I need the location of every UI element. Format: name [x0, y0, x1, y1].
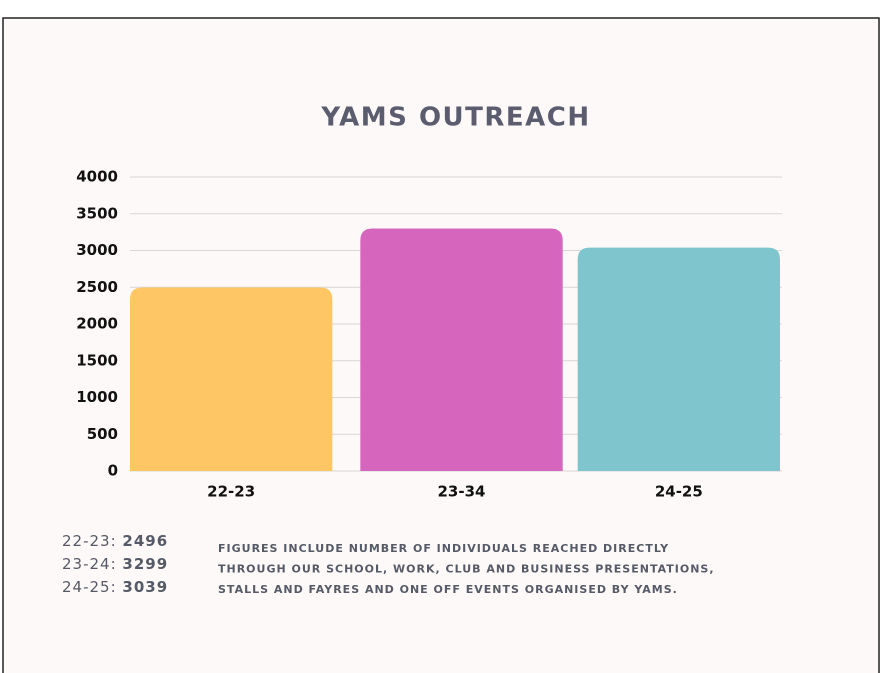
y-tick-label: 2500 — [76, 278, 118, 296]
footnote-line: THROUGH OUR SCHOOL, WORK, CLUB AND BUSIN… — [218, 563, 715, 576]
y-tick-label: 4000 — [76, 168, 118, 186]
chart-title: YAMS OUTREACH — [320, 103, 590, 133]
footnote-line: STALLS AND FAYRES AND ONE OFF EVENTS ORG… — [218, 583, 678, 596]
y-tick-label: 1500 — [76, 351, 118, 369]
y-tick-label: 1000 — [76, 388, 118, 406]
y-tick-label: 0 — [108, 462, 118, 480]
y-tick-label: 2000 — [76, 315, 118, 333]
y-tick-label: 500 — [87, 425, 118, 443]
bar — [360, 228, 563, 471]
x-tick-label: 24-25 — [655, 483, 703, 501]
note-value: 3039 — [122, 578, 168, 596]
note-value: 3299 — [122, 555, 168, 573]
y-tick-label: 3500 — [76, 204, 118, 222]
note-label: 23-24: — [62, 555, 117, 573]
y-tick-label: 3000 — [76, 241, 118, 259]
note: 23-24: 3299 — [62, 555, 168, 573]
bar — [577, 247, 780, 471]
footnote-line: FIGURES INCLUDE NUMBER OF INDIVIDUALS RE… — [218, 542, 669, 555]
note-label: 22-23: — [62, 532, 117, 550]
note: 22-23: 2496 — [62, 532, 168, 550]
x-tick-label: 22-23 — [207, 483, 255, 501]
bar — [130, 287, 333, 471]
note-label: 24-25: — [62, 578, 117, 596]
x-tick-label: 23-34 — [438, 483, 486, 501]
note: 24-25: 3039 — [62, 578, 168, 596]
note-value: 2496 — [122, 532, 168, 550]
